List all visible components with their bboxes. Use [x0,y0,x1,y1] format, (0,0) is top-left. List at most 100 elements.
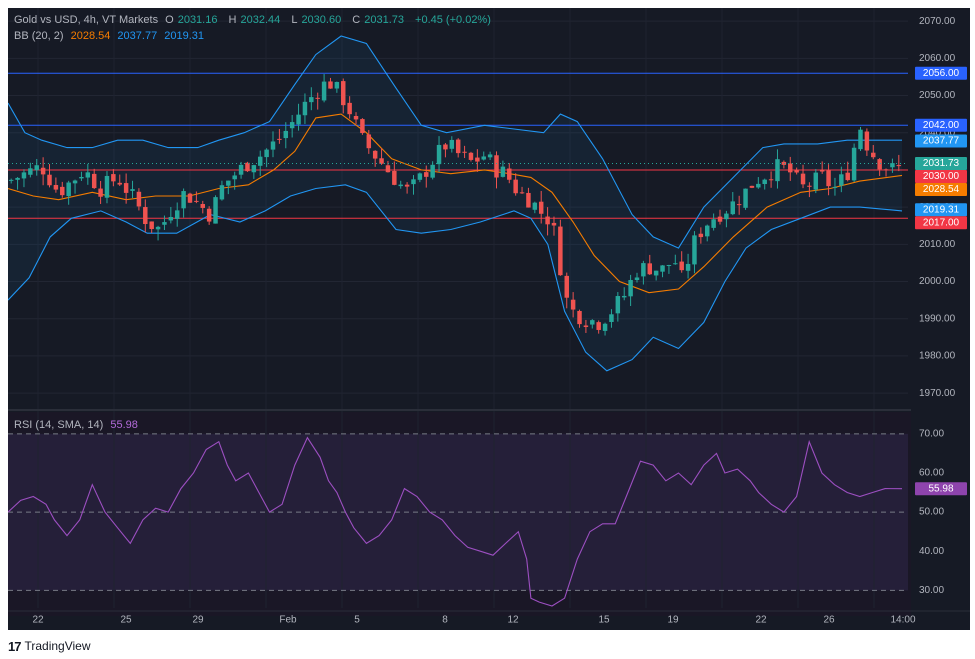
price-tick-label: 1970.00 [919,388,956,399]
rsi-tick-label: 40.00 [919,546,944,557]
chart-canvas[interactable]: 2070.002060.002050.002040.002030.002020.… [8,8,970,630]
candle-body [577,310,582,325]
candle-body [813,172,819,190]
candle-body [545,216,550,225]
price-badge-2042.00 [915,118,967,132]
candle-body [736,204,742,206]
candle-body [615,296,621,314]
candle-body [289,122,295,129]
candle-body [181,191,186,209]
candle-body [21,172,27,179]
price-tick-label: 2060.00 [919,53,956,64]
candle-body [494,155,499,178]
candle-body [660,265,665,272]
time-tick-label: 14:00 [890,615,915,626]
candle-body [372,150,378,159]
price-badge-text: 2042.00 [923,120,960,131]
price-tick-label: 2050.00 [919,90,956,101]
change-value: +0.45 (+0.02%) [415,14,491,26]
rsi-badge [915,482,967,496]
candle-body [832,186,838,188]
candle-body [174,210,180,219]
price-badge-text: 2019.31 [923,204,960,215]
candle-body [206,208,212,222]
candle-body [347,102,352,115]
candle-body [513,179,518,194]
price-tick-label: 1990.00 [919,313,956,324]
rsi-tick-label: 50.00 [919,507,944,518]
bb-basis-line [8,113,903,294]
chart-frame[interactable]: 2070.002060.002050.002040.002030.002020.… [8,8,970,630]
bb-basis-value: 2028.54 [70,30,111,42]
candle-body [226,180,231,186]
candle-body [711,219,716,228]
price-tick-label: 2010.00 [919,239,956,250]
candle-body [609,314,614,322]
symbol-name: Gold vs USD, 4h, VT Markets [14,14,159,26]
candle-body [111,174,116,182]
candle-body [756,183,761,188]
time-tick-label: 26 [823,615,835,626]
price-scale-background [911,8,970,630]
price-tick-label: 2040.00 [919,127,956,138]
candle-body [251,165,257,173]
close-label: C [352,14,361,26]
candle-body [117,182,122,185]
bb-name: BB (20, 2) [14,30,64,42]
price-badge-text: 2028.54 [923,184,960,195]
candle-body [360,119,365,134]
candle-body [788,163,793,173]
candle-body [341,81,346,106]
candle-body [34,165,39,171]
time-tick-label: 5 [354,615,360,626]
candle-body [551,222,557,226]
candle-body [800,173,806,185]
price-tick-label: 1980.00 [919,351,956,362]
time-tick-label: 19 [667,615,679,626]
candle-body [15,177,20,180]
candle-body [685,263,691,271]
candle-body [334,81,340,89]
candle-body [698,233,704,238]
candle-body [136,191,142,207]
low-label: L [291,14,298,26]
rsi-name: RSI (14, SMA, 14) [14,419,104,431]
candle-body [883,169,889,171]
candle-body [775,159,780,182]
candle-body [481,156,486,160]
candle-body [404,184,410,187]
candle-body [149,221,154,230]
candle-body [871,152,876,158]
candle-body [60,186,65,196]
candle-body [819,169,825,172]
candle-body [462,151,467,153]
rsi-pane-background [8,412,911,616]
candle-body [602,323,608,331]
candle-body [487,154,493,158]
candle-body [826,170,831,187]
candle-body [666,265,672,267]
time-tick-label: 12 [507,615,519,626]
bb-band-fill [8,36,902,371]
candle-body [519,192,525,194]
candle-body [679,261,684,271]
candle-body [507,168,512,180]
candle-body [72,180,78,184]
candle-body [219,185,225,200]
candle-body [455,139,461,154]
candle-body [104,175,110,198]
candle-body [781,161,787,165]
candle-body [302,101,308,116]
candle-body [443,144,448,150]
price-badge-text: 2030.00 [923,171,960,182]
candle-body [641,263,646,277]
price-badge-2017.00 [915,216,967,230]
candle-body [392,170,397,185]
candle-body [200,204,205,208]
candle-body [877,159,882,170]
rsi-line [8,436,903,607]
candle-body [449,139,455,149]
candle-body [296,114,301,125]
candle-body [130,189,135,191]
brand-name: TradingView [24,639,91,653]
